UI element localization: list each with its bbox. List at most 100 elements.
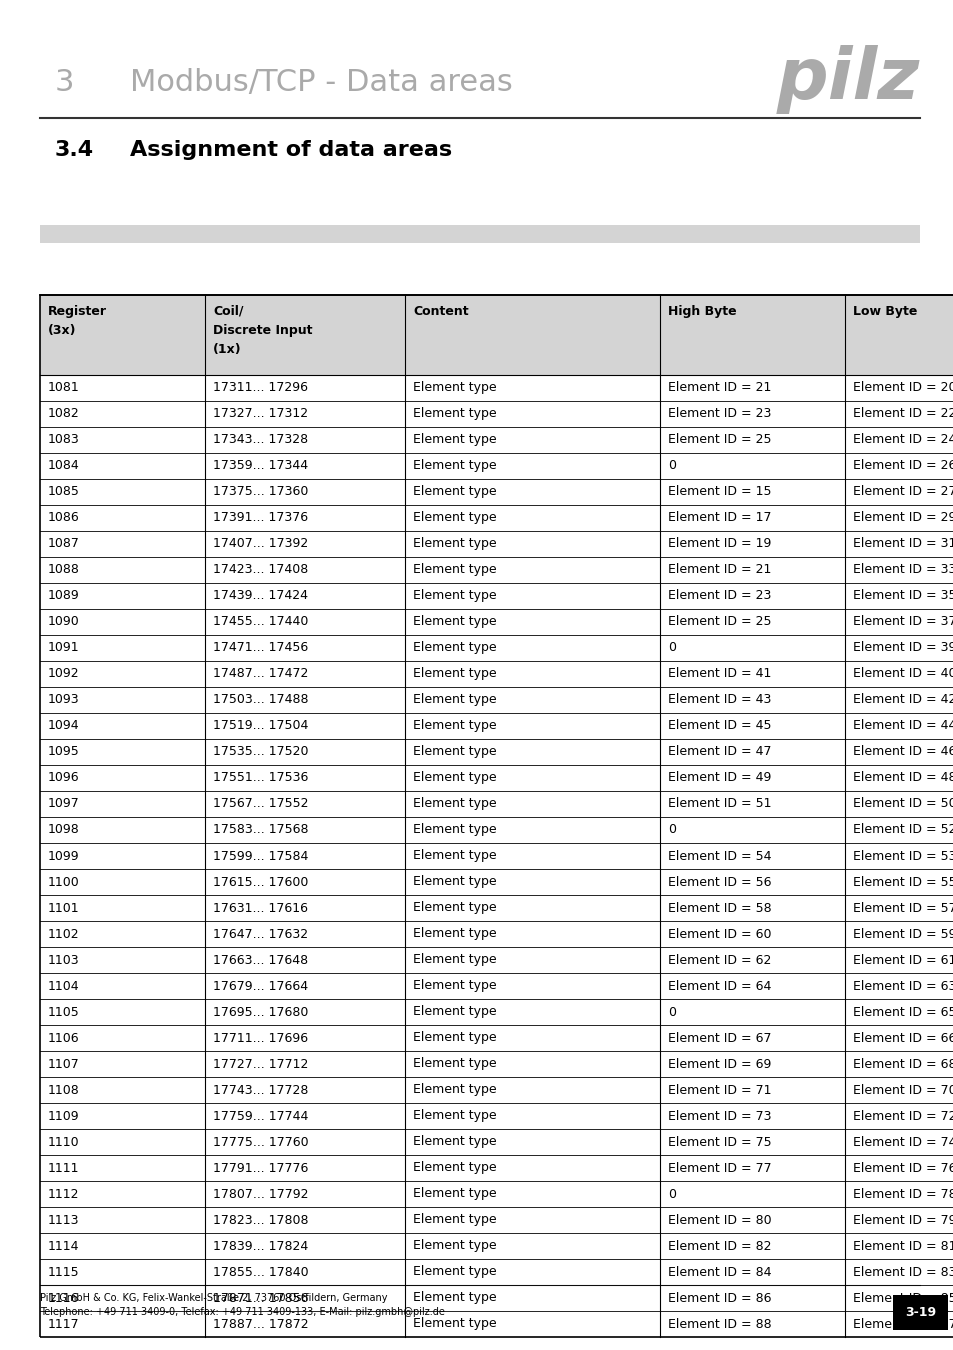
Text: Element type: Element type xyxy=(413,486,497,498)
Text: Element type: Element type xyxy=(413,927,497,941)
Text: Element ID = 76: Element ID = 76 xyxy=(852,1161,953,1174)
Text: 1115: 1115 xyxy=(48,1265,79,1278)
Text: Element ID = 72: Element ID = 72 xyxy=(852,1110,953,1122)
Text: Element ID = 79: Element ID = 79 xyxy=(852,1214,953,1227)
Text: Element ID = 23: Element ID = 23 xyxy=(667,408,771,420)
Text: 1093: 1093 xyxy=(48,694,79,706)
Text: Element ID = 37: Element ID = 37 xyxy=(852,616,953,629)
Text: Element type: Element type xyxy=(413,512,497,525)
Text: Element ID = 54: Element ID = 54 xyxy=(667,849,771,863)
Text: Element ID = 23: Element ID = 23 xyxy=(667,590,771,602)
Text: 17535... 17520: 17535... 17520 xyxy=(213,745,308,759)
Text: 17823... 17808: 17823... 17808 xyxy=(213,1214,308,1227)
Text: 17391... 17376: 17391... 17376 xyxy=(213,512,308,525)
Text: 0: 0 xyxy=(667,824,676,837)
Text: Element ID = 35: Element ID = 35 xyxy=(852,590,953,602)
Text: 1113: 1113 xyxy=(48,1214,79,1227)
Bar xyxy=(40,973,953,999)
Text: Element type: Element type xyxy=(413,1214,497,1227)
Text: Element ID = 65: Element ID = 65 xyxy=(852,1006,953,1018)
Text: 17439... 17424: 17439... 17424 xyxy=(213,590,308,602)
Text: Discrete Input: Discrete Input xyxy=(213,324,313,338)
Text: Element ID = 29: Element ID = 29 xyxy=(852,512,953,525)
Bar xyxy=(40,583,953,609)
Bar xyxy=(40,1156,953,1181)
Bar xyxy=(40,738,953,765)
Text: 17407... 17392: 17407... 17392 xyxy=(213,537,308,551)
Bar xyxy=(40,1260,953,1285)
Text: Element ID = 67: Element ID = 67 xyxy=(667,1031,771,1045)
Text: Element ID = 19: Element ID = 19 xyxy=(667,537,771,551)
Text: 1094: 1094 xyxy=(48,720,79,733)
Bar xyxy=(40,375,953,401)
Text: Element ID = 43: Element ID = 43 xyxy=(667,694,771,706)
Text: Element type: Element type xyxy=(413,641,497,655)
Text: Element ID = 61: Element ID = 61 xyxy=(852,953,953,967)
Bar xyxy=(40,1181,953,1207)
Text: Element ID = 82: Element ID = 82 xyxy=(667,1239,771,1253)
Text: 1109: 1109 xyxy=(48,1110,79,1122)
Text: Element ID = 86: Element ID = 86 xyxy=(667,1292,771,1304)
Text: Element ID = 87: Element ID = 87 xyxy=(852,1318,953,1331)
Bar xyxy=(40,687,953,713)
Text: Element ID = 26: Element ID = 26 xyxy=(852,459,953,472)
Text: Element ID = 45: Element ID = 45 xyxy=(667,720,771,733)
Text: pilz: pilz xyxy=(776,45,919,113)
Text: 1110: 1110 xyxy=(48,1135,79,1149)
Text: Element type: Element type xyxy=(413,771,497,784)
Bar xyxy=(40,895,953,921)
Text: 1082: 1082 xyxy=(48,408,80,420)
Text: 17759... 17744: 17759... 17744 xyxy=(213,1110,308,1122)
Text: Element ID = 74: Element ID = 74 xyxy=(852,1135,953,1149)
Text: Element type: Element type xyxy=(413,1292,497,1304)
Text: Element ID = 17: Element ID = 17 xyxy=(667,512,771,525)
Text: 1091: 1091 xyxy=(48,641,79,655)
Text: 3: 3 xyxy=(55,68,74,97)
Text: Element type: Element type xyxy=(413,876,497,888)
Bar xyxy=(40,558,953,583)
Bar xyxy=(40,765,953,791)
Text: 17647... 17632: 17647... 17632 xyxy=(213,927,308,941)
Bar xyxy=(40,1285,953,1311)
Bar xyxy=(40,531,953,558)
Text: 17359... 17344: 17359... 17344 xyxy=(213,459,308,472)
Text: Element ID = 71: Element ID = 71 xyxy=(667,1084,771,1096)
Text: 17503... 17488: 17503... 17488 xyxy=(213,694,308,706)
Text: 17855... 17840: 17855... 17840 xyxy=(213,1265,309,1278)
Text: Element ID = 63: Element ID = 63 xyxy=(852,980,953,992)
Bar xyxy=(40,1311,953,1336)
Text: 17631... 17616: 17631... 17616 xyxy=(213,902,308,914)
Text: Element type: Element type xyxy=(413,537,497,551)
Text: 3.4: 3.4 xyxy=(55,140,94,161)
Text: Element type: Element type xyxy=(413,1239,497,1253)
Text: Element ID = 44: Element ID = 44 xyxy=(852,720,953,733)
Text: 1085: 1085 xyxy=(48,486,80,498)
Bar xyxy=(40,946,953,973)
Bar xyxy=(40,634,953,662)
Text: 17711... 17696: 17711... 17696 xyxy=(213,1031,308,1045)
Bar xyxy=(40,921,953,946)
Text: (3x): (3x) xyxy=(48,324,76,338)
Text: 1107: 1107 xyxy=(48,1057,80,1071)
Text: Element ID = 40: Element ID = 40 xyxy=(852,667,953,680)
Text: Element ID = 77: Element ID = 77 xyxy=(667,1161,771,1174)
Text: Element ID = 25: Element ID = 25 xyxy=(667,616,771,629)
Text: Element ID = 42: Element ID = 42 xyxy=(852,694,953,706)
Text: Element type: Element type xyxy=(413,1084,497,1096)
Text: Assignment of data areas: Assignment of data areas xyxy=(130,140,452,161)
Text: Element type: Element type xyxy=(413,798,497,810)
Text: 1084: 1084 xyxy=(48,459,80,472)
Text: 17343... 17328: 17343... 17328 xyxy=(213,433,308,447)
Text: 1089: 1089 xyxy=(48,590,80,602)
Text: 17375... 17360: 17375... 17360 xyxy=(213,486,308,498)
Text: 1108: 1108 xyxy=(48,1084,80,1096)
Text: 1114: 1114 xyxy=(48,1239,79,1253)
Text: 17743... 17728: 17743... 17728 xyxy=(213,1084,308,1096)
Text: 17567... 17552: 17567... 17552 xyxy=(213,798,308,810)
Text: Element ID = 49: Element ID = 49 xyxy=(667,771,771,784)
Text: Element ID = 81: Element ID = 81 xyxy=(852,1239,953,1253)
Text: Element type: Element type xyxy=(413,382,497,394)
Bar xyxy=(40,296,953,1336)
Text: 17663... 17648: 17663... 17648 xyxy=(213,953,308,967)
Text: Element type: Element type xyxy=(413,953,497,967)
